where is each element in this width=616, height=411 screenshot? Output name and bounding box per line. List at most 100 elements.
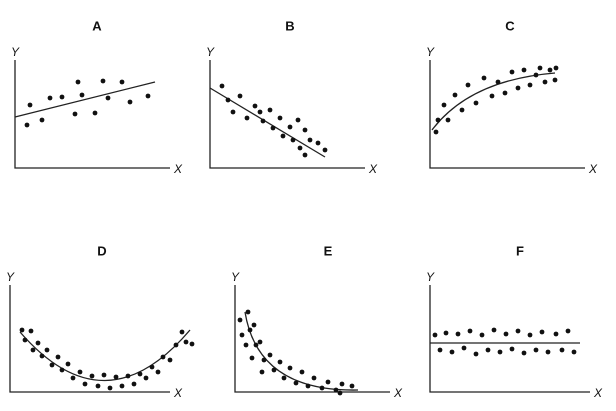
dot xyxy=(277,359,283,365)
axes xyxy=(429,285,590,393)
dot xyxy=(267,352,273,358)
dot xyxy=(280,133,286,139)
dot xyxy=(287,124,293,130)
x-axis-label: X xyxy=(368,162,378,176)
dot xyxy=(189,341,195,347)
dot xyxy=(465,82,471,88)
dot xyxy=(509,346,515,352)
dot xyxy=(432,332,438,338)
dot xyxy=(247,327,253,333)
dot xyxy=(337,390,343,396)
dot xyxy=(527,332,533,338)
dot xyxy=(24,122,30,128)
dot xyxy=(515,85,521,91)
dot xyxy=(82,381,88,387)
dot xyxy=(481,75,487,81)
dot xyxy=(119,79,125,85)
dot xyxy=(495,79,501,85)
dot xyxy=(173,342,179,348)
dot xyxy=(333,387,339,393)
dot xyxy=(565,328,571,334)
panel-label: C xyxy=(505,18,515,33)
axes xyxy=(209,60,365,169)
dot xyxy=(252,103,258,109)
dot xyxy=(239,332,245,338)
dot xyxy=(297,145,303,151)
dot xyxy=(79,92,85,98)
dot xyxy=(19,327,25,333)
dot xyxy=(22,337,28,343)
dot xyxy=(89,373,95,379)
dot xyxy=(491,327,497,333)
dot xyxy=(27,102,33,108)
panel-label: A xyxy=(92,18,102,33)
dot xyxy=(307,137,313,143)
panel-label: B xyxy=(285,18,294,33)
dot xyxy=(257,339,263,345)
dot xyxy=(553,65,559,71)
dot xyxy=(59,367,65,373)
dot xyxy=(302,152,308,158)
dot xyxy=(270,125,276,131)
fit-line xyxy=(431,72,556,131)
dot xyxy=(461,345,467,351)
dot xyxy=(281,375,287,381)
fit-line xyxy=(14,81,156,118)
dot xyxy=(39,353,45,359)
dot xyxy=(302,127,308,133)
dot xyxy=(533,72,539,78)
dot xyxy=(249,355,255,361)
dot xyxy=(119,383,125,389)
dot xyxy=(131,381,137,387)
dot xyxy=(137,371,143,377)
dot xyxy=(143,375,149,381)
dot xyxy=(277,115,283,121)
dot xyxy=(160,354,166,360)
dot xyxy=(225,97,231,103)
dot xyxy=(489,93,495,99)
dot xyxy=(545,349,551,355)
x-axis-label: X xyxy=(393,386,403,400)
dot xyxy=(105,95,111,101)
y-axis-label: Y xyxy=(426,45,435,59)
dot xyxy=(521,350,527,356)
dot xyxy=(95,383,101,389)
dot xyxy=(219,83,225,89)
dot xyxy=(349,383,355,389)
dot xyxy=(251,322,257,328)
axes xyxy=(9,285,170,393)
dot xyxy=(243,342,249,348)
dot xyxy=(305,383,311,389)
y-axis-label: Y xyxy=(231,270,240,284)
dot xyxy=(325,379,331,385)
dot xyxy=(559,347,565,353)
dot xyxy=(28,328,34,334)
dot xyxy=(271,367,277,373)
dot xyxy=(253,342,259,348)
axes xyxy=(14,60,170,169)
dot xyxy=(445,117,451,123)
dot xyxy=(533,347,539,353)
dot xyxy=(101,372,107,378)
dot xyxy=(443,330,449,336)
dot xyxy=(77,369,83,375)
dot xyxy=(315,140,321,146)
dot xyxy=(339,381,345,387)
y-axis-label: Y xyxy=(206,45,215,59)
dot xyxy=(47,95,53,101)
dot xyxy=(149,364,155,370)
dot xyxy=(497,349,503,355)
dot xyxy=(65,361,71,367)
dot xyxy=(259,369,265,375)
dot xyxy=(435,117,441,123)
dot xyxy=(299,369,305,375)
dot xyxy=(113,374,119,380)
panel-label: D xyxy=(97,243,106,258)
dot xyxy=(319,385,325,391)
dot xyxy=(437,347,443,353)
y-axis-label: Y xyxy=(426,270,435,284)
dot xyxy=(473,351,479,357)
dot xyxy=(542,79,548,85)
dot xyxy=(267,107,273,113)
